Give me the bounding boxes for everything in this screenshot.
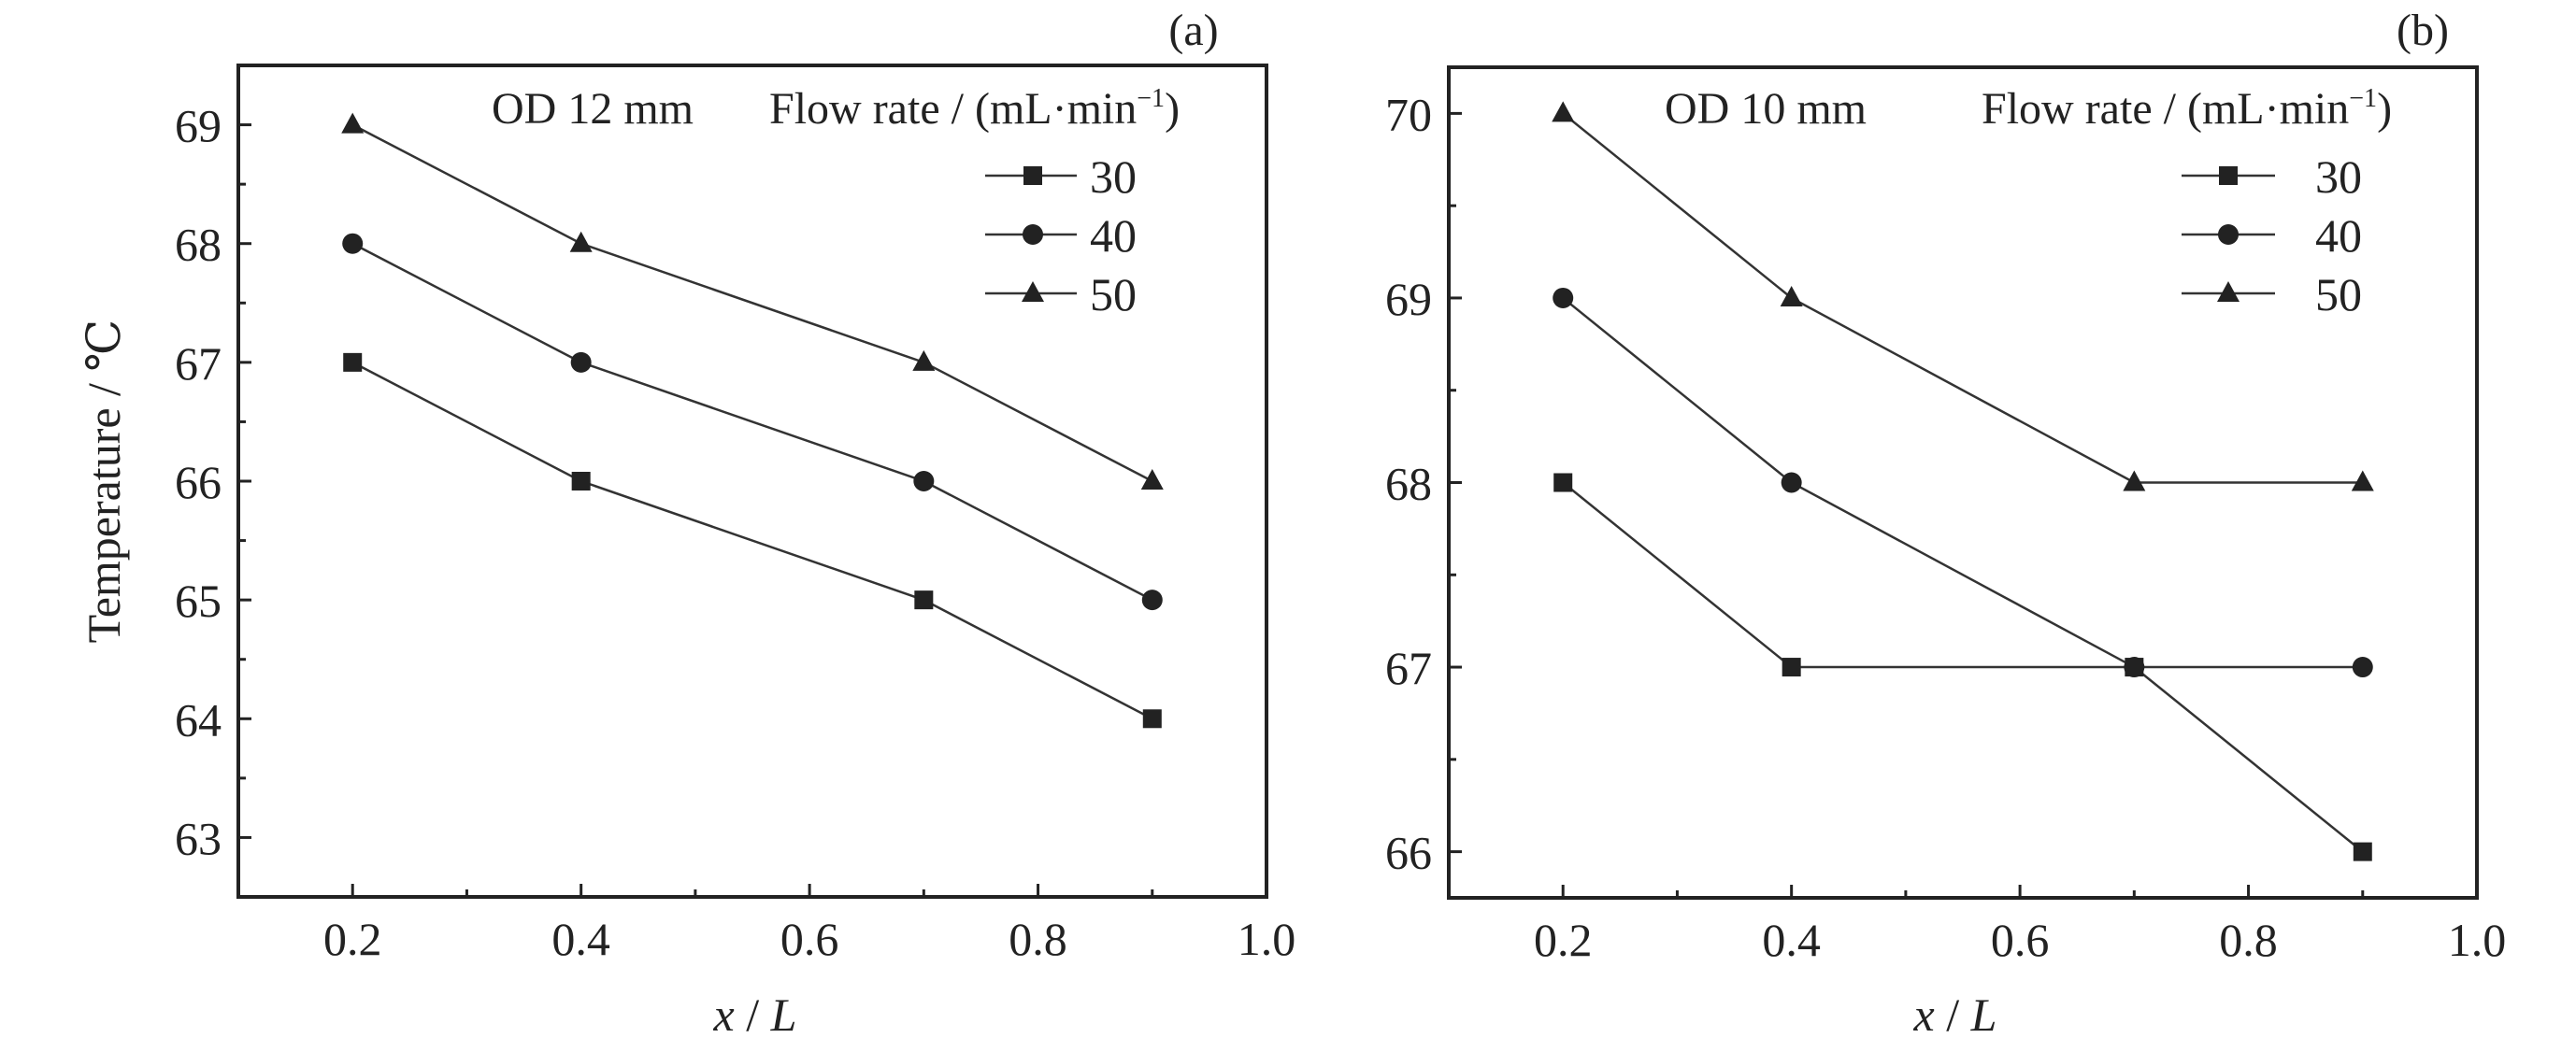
x-tick-label: 0.8	[2219, 914, 2278, 966]
legend-title: Flow rate / (mL·min−1)	[769, 84, 1180, 134]
y-tick-label: 63	[175, 812, 222, 864]
series-50	[341, 112, 1164, 490]
legend-label: 30	[2315, 150, 2362, 203]
series-line	[351, 242, 1153, 602]
chart-panel-b: 0.2 0.4 0.6 0.8 1.0 66 67 68 69 70 30 40 50 OD 10 mm F…	[1385, 6, 2506, 1041]
data-point	[2124, 657, 2145, 678]
data-point	[2353, 842, 2372, 861]
series-line	[351, 123, 1153, 483]
y-tick-label: 64	[175, 693, 222, 746]
legend-title-sup: −1	[1137, 84, 1165, 113]
legend-title-main: Flow rate / (mL·min	[1982, 84, 2349, 134]
series-40	[1553, 287, 2373, 678]
x-axis-label: x / L	[713, 988, 797, 1041]
data-point	[569, 231, 593, 252]
data-point	[1141, 590, 1163, 611]
x-axis-label: x / L	[1913, 988, 1997, 1041]
legend-item-40: 40	[2182, 209, 2362, 262]
legend-title-main: Flow rate / (mL·min	[769, 84, 1137, 134]
y-tick-label: 68	[1385, 458, 1432, 510]
x-tick-label: 0.4	[551, 913, 610, 965]
legend-marker	[2219, 166, 2238, 185]
data-point	[1552, 101, 1575, 122]
y-axis-label: Temperature / ℃	[78, 320, 130, 644]
x-axis-label-sep: /	[735, 988, 771, 1041]
x-tick-label: 0.4	[1762, 914, 1821, 966]
series-line	[351, 361, 1153, 720]
legend-label: 40	[1090, 209, 1137, 262]
data-point	[912, 349, 936, 371]
legend-marker	[2217, 281, 2240, 302]
series-40	[342, 233, 1163, 611]
data-point	[913, 471, 935, 491]
annotation-od: OD 10 mm	[1665, 84, 1867, 134]
x-axis-label-sep: /	[1935, 988, 1971, 1041]
data-point	[1140, 469, 1164, 490]
data-point	[1553, 473, 1573, 492]
x-axis-label-unit: L	[1970, 988, 1997, 1041]
chart-panel-a: 0.2 0.4 0.6 0.8 1.0 63 64 65 66 67 68 69 30 40 50 OD 12…	[78, 6, 1295, 1041]
data-point	[342, 233, 364, 254]
y-tick-label: 68	[175, 219, 222, 271]
data-point	[2123, 470, 2146, 491]
legend-item-40: 40	[985, 209, 1137, 262]
data-point	[1780, 285, 1803, 306]
y-tick-label: 66	[1385, 827, 1432, 879]
x-tick-label: 1.0	[1238, 913, 1296, 965]
data-point	[571, 472, 591, 490]
data-point	[341, 112, 365, 134]
y-tick-label: 65	[175, 575, 222, 627]
legend-title-end: )	[2377, 84, 2392, 134]
y-tick-label: 69	[1385, 273, 1432, 325]
data-point	[2352, 657, 2373, 678]
x-axis-label-var: x	[1913, 988, 1935, 1041]
legend-item-50: 50	[985, 268, 1137, 320]
data-point	[1782, 658, 1801, 677]
x-tick-label: 0.2	[323, 913, 382, 965]
legend-title-sup: −1	[2349, 84, 2377, 113]
x-tick-label: 0.2	[1534, 914, 1593, 966]
data-point	[914, 590, 934, 610]
data-point	[1781, 472, 1802, 493]
legend-label: 50	[1090, 268, 1137, 320]
x-axis-label-unit: L	[770, 988, 797, 1041]
series-50	[1552, 101, 2374, 491]
x-tick-label: 0.6	[1991, 914, 2050, 966]
x-tick-label: 0.8	[1009, 913, 1067, 965]
series-line	[1562, 481, 2364, 853]
series-30	[343, 352, 1162, 729]
y-tick-label: 67	[1385, 642, 1432, 694]
series-line	[1562, 112, 2363, 484]
legend-label: 30	[1090, 150, 1137, 203]
data-point	[343, 352, 363, 372]
x-axis-label-var: x	[713, 988, 735, 1041]
legend-marker	[1022, 281, 1044, 302]
legend-label: 40	[2315, 209, 2362, 262]
y-tick-label: 67	[175, 337, 222, 390]
panel-label: (a)	[1168, 6, 1218, 55]
x-tick-label: 0.6	[780, 913, 839, 965]
series-line	[1562, 296, 2363, 669]
legend-label: 50	[2315, 268, 2362, 320]
legend-marker	[2218, 224, 2239, 245]
legend-item-30: 30	[2182, 150, 2362, 203]
panel-label: (b)	[2397, 6, 2449, 55]
data-point	[1553, 287, 1574, 308]
y-tick-label: 69	[175, 100, 222, 152]
legend-title-end: )	[1165, 84, 1180, 134]
y-tick-label: 66	[175, 456, 222, 508]
legend-item-30: 30	[985, 150, 1137, 203]
data-point	[1142, 709, 1162, 729]
x-tick-label: 1.0	[2448, 914, 2507, 966]
annotation-od: OD 12 mm	[492, 84, 694, 134]
legend-marker	[1023, 224, 1043, 245]
legend-marker	[1023, 166, 1042, 185]
legend-title: Flow rate / (mL·min−1)	[1982, 84, 2392, 134]
legend-item-50: 50	[2182, 268, 2362, 320]
data-point	[570, 351, 592, 373]
y-tick-label: 70	[1385, 88, 1432, 140]
data-point	[2351, 470, 2374, 491]
